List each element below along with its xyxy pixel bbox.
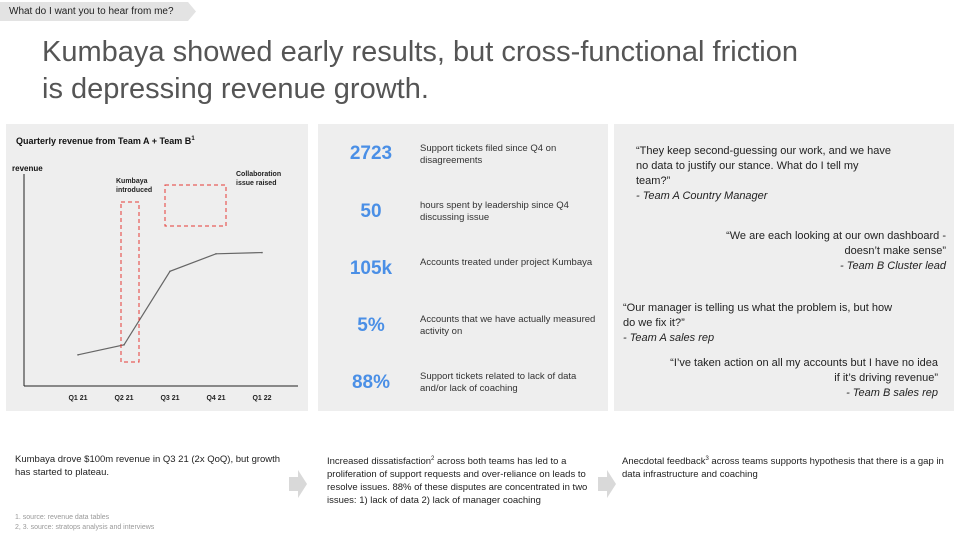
stat-description: Accounts that we have actually measured … [420,314,596,337]
x-tick-label: Q4 21 [206,395,225,402]
quote-text: “Our manager is telling us what the prob… [623,302,893,329]
chevron-right-arrow-icon [289,470,307,498]
section-tag: What do I want you to hear from me? [0,2,196,21]
stat-description: Support tickets related to lack of data … [420,371,577,394]
quote-attribution: - Team A Country Manager [636,190,768,202]
chevron-right-arrow-icon [598,470,616,498]
data-point [215,253,217,255]
quotes-conclusion-pre: Anecdotal feedback [622,456,706,468]
quote-attribution: - Team A sales rep [623,332,715,344]
quote-text: “We are each looking at our own dashboar… [726,230,946,257]
quote-text: “They keep second-guessing our work, and… [636,145,891,187]
stat-value: 105k [349,258,393,279]
title-line-1: Kumbaya showed early results, but cross-… [42,36,798,68]
data-point [77,354,79,356]
stat-value: 88% [351,372,391,393]
x-tick-label: Q1 22 [252,395,271,402]
quote-block: “We are each looking at our own dashboar… [698,229,946,274]
series-line-0 [77,251,263,356]
quote-block: “I’ve taken action on all my accounts bu… [668,356,938,401]
x-tick-label: Q1 21 [68,395,87,402]
chart-title-text: Quarterly revenue from Team A + Team B [16,136,192,146]
quote-attribution: - Team B Cluster lead [840,260,946,272]
data-point [123,344,125,346]
quotes-conclusion-post: across teams supports hypothesis that th… [622,456,944,481]
stat-value: 5% [357,315,385,336]
quote-text: “I’ve taken action on all my accounts bu… [670,357,938,384]
kumbaya-label-line2: introduced [116,187,152,194]
stats-panel: 2723 Support tickets filed since Q4 on d… [318,124,608,411]
stat-value: 2723 [349,143,393,164]
kumbaya-label-line1: Kumbaya [116,178,148,185]
kumbaya-annotation-label: Kumbaya introduced [116,178,152,194]
stats-conclusion: Increased dissatisfaction2 across both t… [327,453,597,507]
collab-annotation-box [164,184,227,227]
chart-conclusion: Kumbaya drove $100m revenue in Q3 21 (2x… [15,454,281,478]
chart-title: Quarterly revenue from Team A + Team B1 [16,136,195,146]
stats-conclusion-footnote: 2 [431,456,435,462]
chart-title-footnote: 1 [191,136,195,142]
quote-block: “They keep second-guessing our work, and… [636,144,892,204]
x-tick-group: Q1 21 Q2 21 Q3 21 Q4 21 Q1 22 [68,395,271,402]
quotes-panel: “They keep second-guessing our work, and… [614,124,954,411]
collab-label-line1: Collaboration [236,171,281,178]
series-group [77,251,263,356]
footnotes: 1. source: revenue data tables 2, 3. sou… [15,513,154,533]
stat-description: hours spent by leadership since Q4 discu… [420,200,569,223]
data-point [169,270,171,273]
quote-block: “Our manager is telling us what the prob… [623,301,905,346]
footnote-1: 1. source: revenue data tables [15,514,110,521]
quotes-conclusion-footnote: 3 [705,456,709,462]
x-tick-label: Q2 21 [114,395,133,402]
revenue-chart: revenue Q1 21 Q2 21 Q3 21 Q4 21 Q1 22 Kumbay… [12,164,298,402]
collab-label-line2: issue raised [236,180,276,187]
title-line-2: is depressing revenue growth. [42,73,429,105]
stat-description: Accounts treated under project Kumbaya [420,257,593,268]
collab-annotation-label: Collaboration issue raised [236,171,283,187]
footnote-2: 2, 3. source: stratops analysis and inte… [15,524,155,531]
data-point [261,251,263,254]
page-title: Kumbaya showed early results, but cross-… [42,34,922,108]
chart-panel: Quarterly revenue from Team A + Team B1 … [6,124,308,411]
stat-value: 50 [360,201,382,222]
y-axis-label: revenue [12,164,43,173]
quotes-conclusion: Anecdotal feedback3 across teams support… [622,453,952,481]
stats-conclusion-post: across both teams has led to a prolifera… [327,456,588,507]
stat-description: Support tickets filed since Q4 on disagr… [420,143,557,166]
kumbaya-annotation-box [120,201,140,363]
x-tick-label: Q3 21 [160,395,179,402]
stats-conclusion-pre: Increased dissatisfaction [327,456,432,468]
quote-attribution: - Team B sales rep [846,387,938,399]
